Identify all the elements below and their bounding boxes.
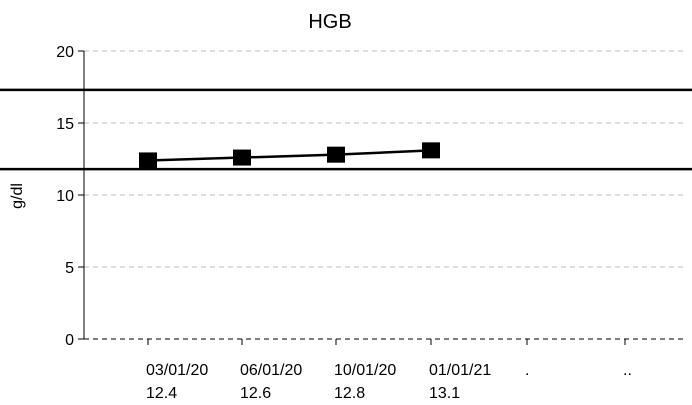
x-value-label: 13.1 [429,385,460,402]
x-tick-label: .. [623,362,632,379]
x-tick-label: 06/01/20 [240,362,302,379]
data-point-marker [139,152,157,169]
x-tick-label: 10/01/20 [334,362,396,379]
y-tick-label: 0 [65,332,74,349]
x-tick-labels: 03/01/20 12.4 06/01/20 12.6 10/01/20 12.8 01/0… [146,339,632,402]
data-point-marker [422,142,440,159]
x-tick-label: . [525,362,529,379]
y-axis-label: g/dl [9,183,26,209]
chart-title: HGB [308,11,351,33]
x-value-label: 12.6 [240,385,271,402]
x-value-label: 12.8 [334,385,365,402]
reference-lines [0,88,692,171]
y-tick-label: 15 [56,116,74,133]
x-tick-label: 01/01/21 [429,362,491,379]
y-tick-label: 10 [56,188,74,205]
y-tick-label: 20 [56,44,74,61]
y-tick-label: 5 [65,260,74,277]
series-line [147,149,432,162]
x-tick-label: 03/01/20 [146,362,208,379]
y-tick-labels: 0 5 10 15 20 [56,44,74,349]
x-value-label: 12.4 [146,385,177,402]
data-point-marker [327,146,345,163]
series-group [139,142,440,169]
gridlines [78,50,684,340]
data-point-marker [233,149,251,166]
